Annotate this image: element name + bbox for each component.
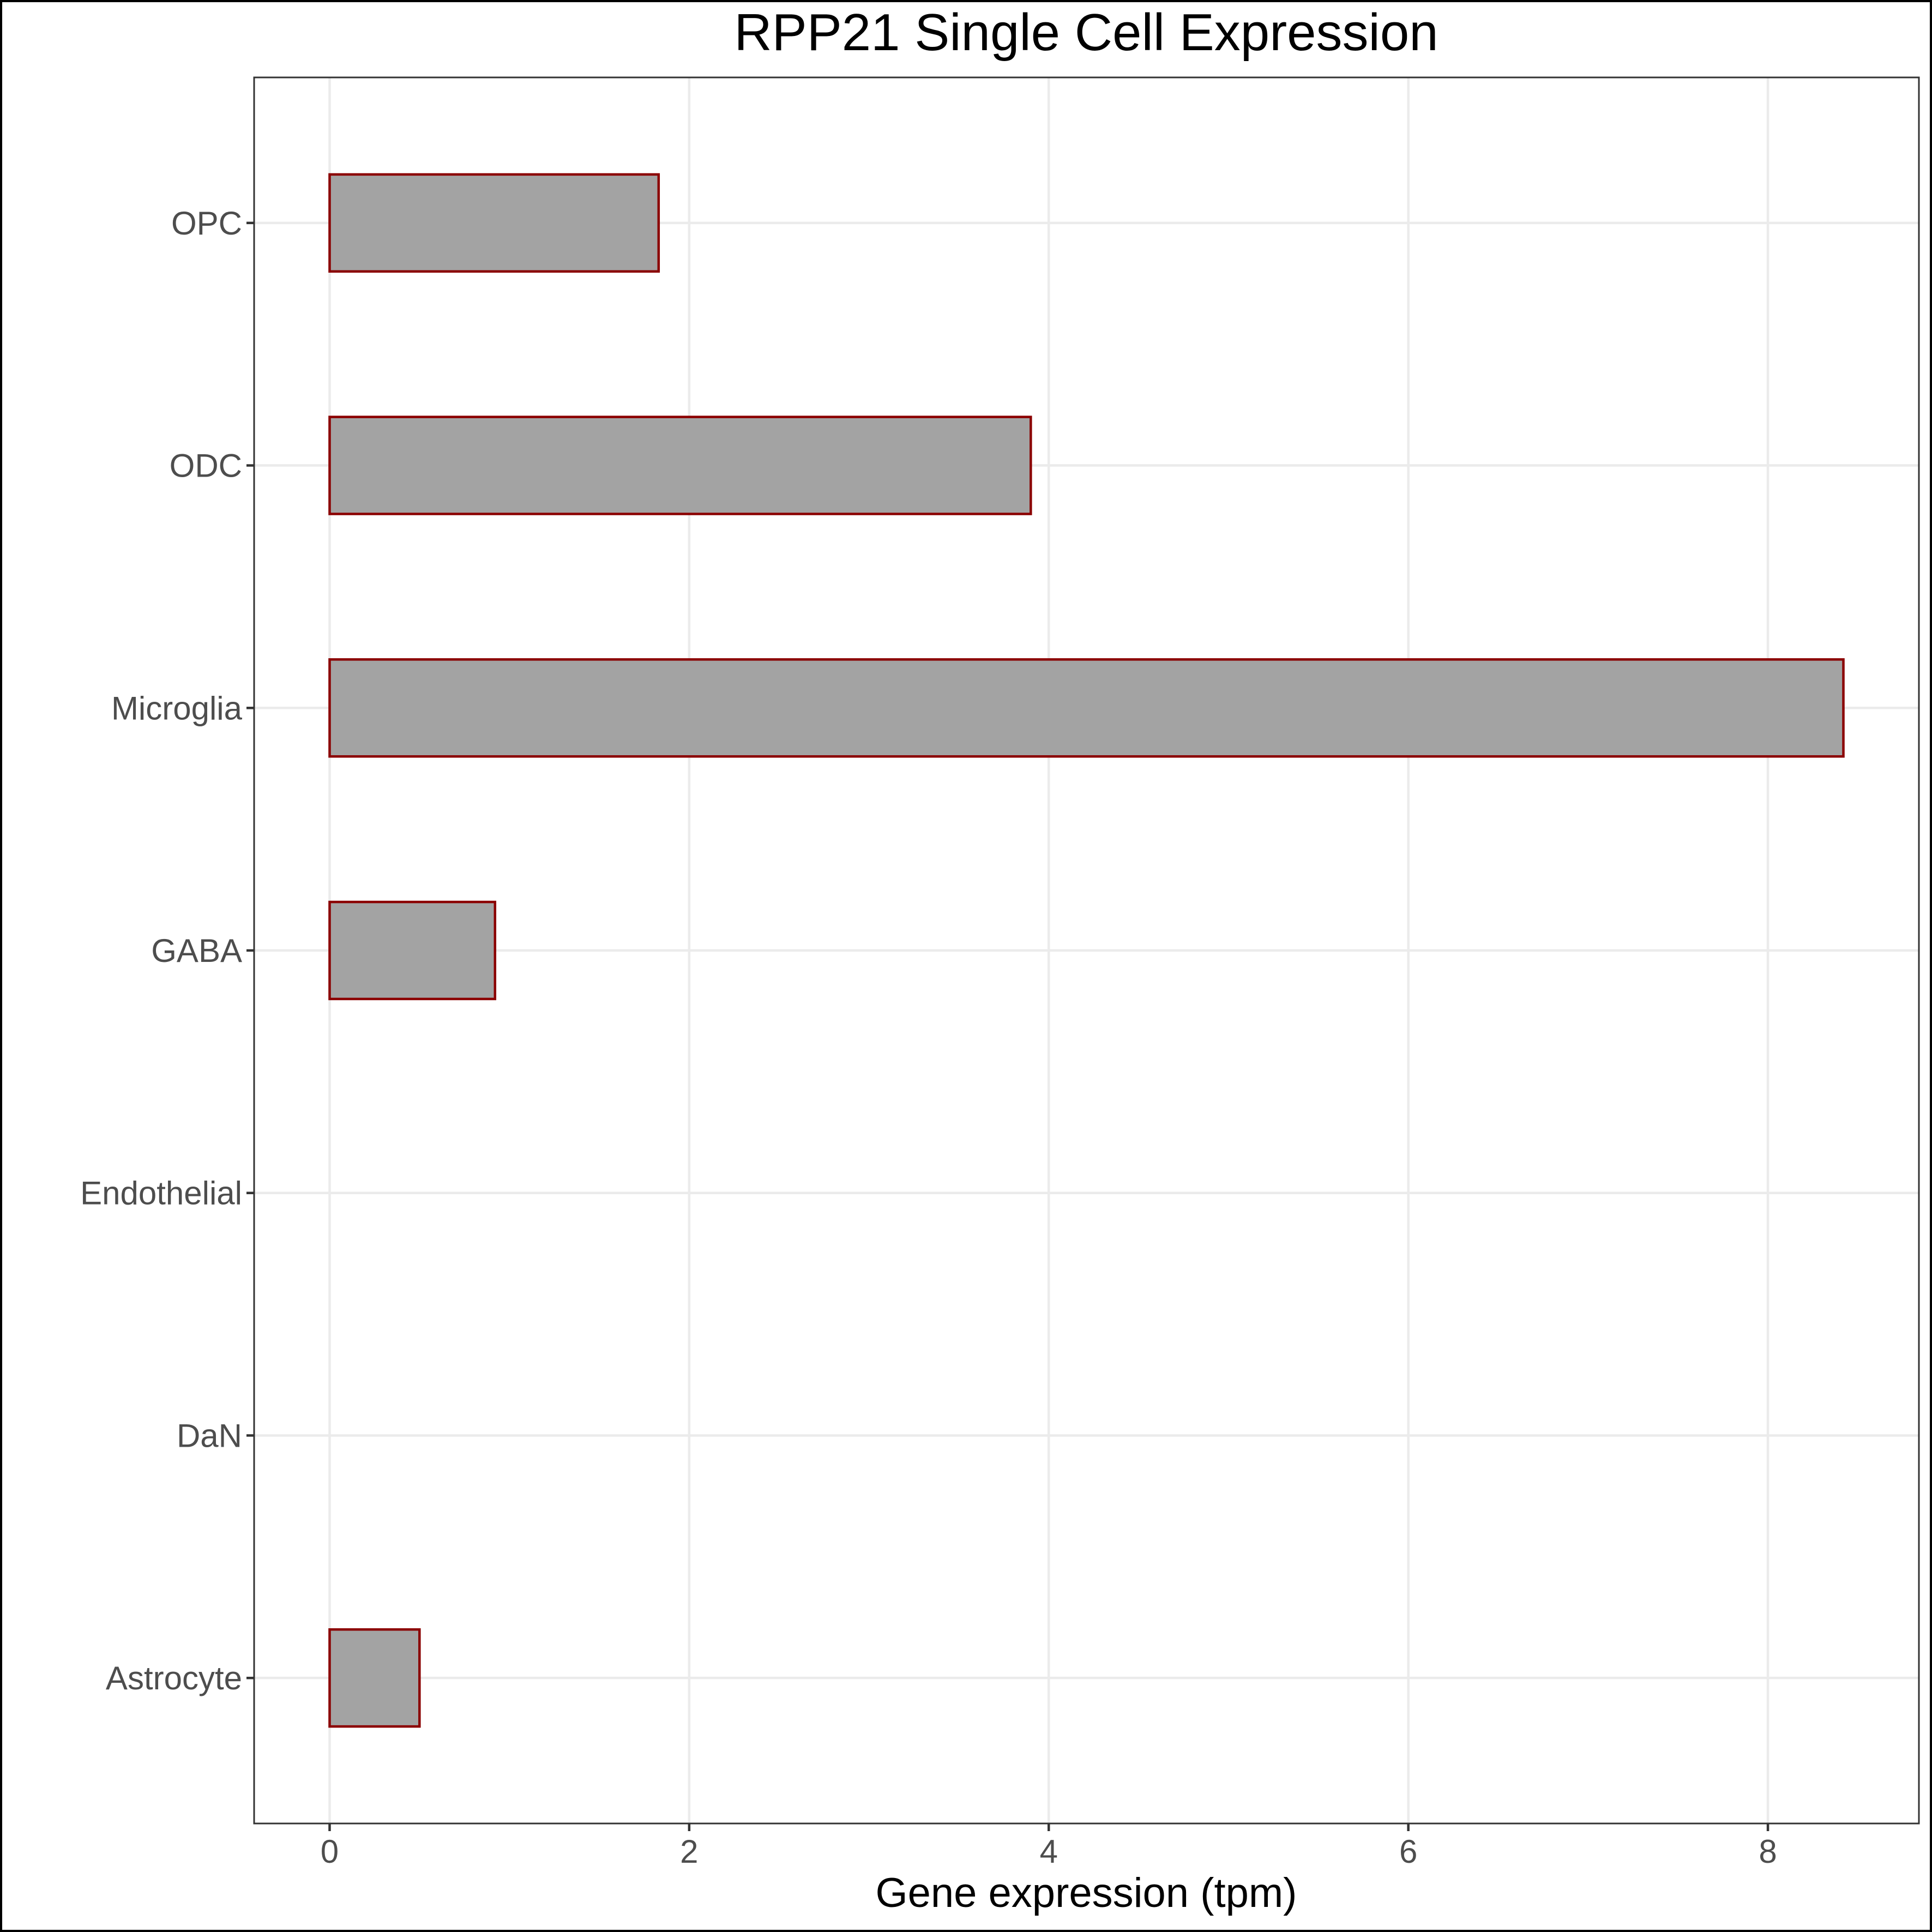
x-axis: 0 2 4 6 8 — [321, 1823, 1777, 1870]
x-tick-label: 2 — [680, 1833, 698, 1870]
y-tick-label: Microglia — [111, 690, 243, 726]
y-tick-label: ODC — [170, 448, 242, 484]
bar-astrocyte — [328, 1628, 421, 1728]
bar-odc — [328, 416, 1032, 515]
y-tick-label: OPC — [171, 205, 242, 242]
x-tick-label: 4 — [1040, 1833, 1058, 1870]
y-axis: Astrocyte DaN Endothelial GABA Microglia ODC O… — [80, 205, 254, 1696]
y-tick-label: Endothelial — [80, 1175, 242, 1212]
y-tick-label: DaN — [177, 1417, 242, 1454]
x-tick-label: 6 — [1399, 1833, 1417, 1870]
chart-title: RPP21 Single Cell Expression — [734, 3, 1438, 62]
x-axis-title: Gene expression (tpm) — [876, 1870, 1297, 1916]
x-tick-label: 8 — [1759, 1833, 1777, 1870]
bars-layer — [328, 173, 1845, 1728]
x-tick-label: 0 — [321, 1833, 339, 1870]
bar-opc — [328, 173, 660, 273]
bar-gaba — [328, 900, 497, 1001]
bar-microglia — [328, 658, 1845, 758]
y-tick-label: Astrocyte — [106, 1660, 242, 1696]
y-tick-label: GABA — [151, 932, 242, 969]
